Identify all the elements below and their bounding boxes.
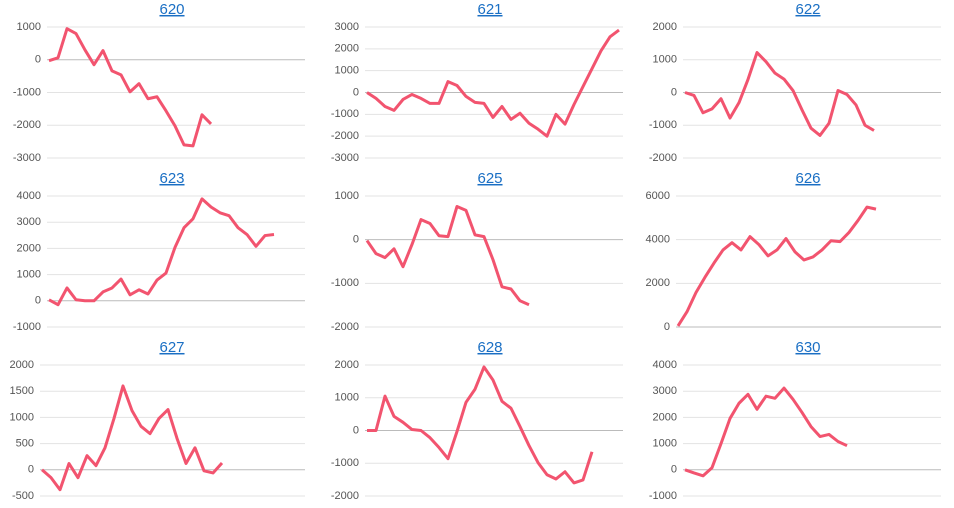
y-tick-label: -2000 [13, 119, 41, 131]
y-tick-label: 6000 [646, 190, 670, 202]
line-series [48, 27, 213, 148]
y-tick-label: -1000 [649, 119, 677, 131]
y-tick-label: -1000 [331, 457, 359, 469]
y-tick-label: 1000 [17, 269, 41, 281]
y-tick-label: -1000 [649, 490, 677, 502]
y-tick-label: -1000 [13, 86, 41, 98]
y-tick-label: -2000 [331, 321, 359, 333]
y-tick-label: -2000 [331, 490, 359, 502]
chart-title[interactable]: 625 [477, 170, 502, 187]
y-tick-label: -2000 [649, 152, 677, 164]
y-tick-label: -1000 [331, 277, 359, 289]
y-tick-label: 2000 [335, 43, 359, 55]
y-tick-label: 1000 [17, 21, 41, 33]
y-tick-label: 0 [35, 54, 41, 66]
y-tick-label: 2000 [646, 277, 670, 289]
y-tick-label: 2000 [10, 359, 34, 371]
line-series [676, 205, 877, 327]
y-tick-label: 0 [664, 321, 670, 333]
chart-title[interactable]: 620 [159, 1, 184, 18]
y-tick-label: 1000 [653, 438, 677, 450]
y-tick-label: 4000 [653, 359, 677, 371]
y-tick-label: 0 [35, 295, 41, 307]
y-tick-label: 0 [353, 424, 359, 436]
line-series [684, 51, 875, 137]
y-tick-label: 2000 [335, 359, 359, 371]
y-tick-label: -1000 [331, 108, 359, 120]
line-series [684, 386, 848, 478]
y-tick-label: 4000 [646, 234, 670, 246]
y-tick-label: -500 [12, 490, 34, 502]
chart-title[interactable]: 627 [159, 339, 184, 356]
y-tick-label: -3000 [331, 152, 359, 164]
y-tick-label: 0 [353, 234, 359, 246]
y-tick-label: 1000 [653, 54, 677, 66]
line-series [367, 365, 594, 485]
y-tick-label: 1000 [335, 190, 359, 202]
chart-title[interactable]: 630 [795, 339, 820, 356]
chart-title[interactable]: 626 [795, 170, 820, 187]
chart-title[interactable]: 622 [795, 1, 820, 18]
y-tick-label: 2000 [653, 411, 677, 423]
line-series [366, 28, 620, 138]
y-tick-label: 0 [353, 86, 359, 98]
line-series [41, 384, 224, 492]
chart-title[interactable]: 623 [159, 170, 184, 187]
y-tick-label: 0 [28, 464, 34, 476]
chart-title[interactable]: 628 [477, 339, 502, 356]
line-series [48, 197, 275, 307]
y-tick-label: 2000 [17, 242, 41, 254]
y-tick-label: 3000 [653, 385, 677, 397]
y-tick-label: 500 [16, 438, 34, 450]
chart-title[interactable]: 621 [477, 1, 502, 18]
y-tick-label: 3000 [17, 216, 41, 228]
y-tick-label: 2000 [653, 21, 677, 33]
y-tick-label: 4000 [17, 190, 41, 202]
line-series [365, 204, 530, 307]
y-tick-label: 0 [671, 464, 677, 476]
y-tick-label: -3000 [13, 152, 41, 164]
y-tick-label: 1500 [10, 385, 34, 397]
y-tick-label: -2000 [331, 130, 359, 142]
y-tick-label: 1000 [335, 65, 359, 77]
y-tick-label: 1000 [10, 411, 34, 423]
y-tick-label: 0 [671, 86, 677, 98]
y-tick-label: -1000 [13, 321, 41, 333]
y-tick-label: 3000 [335, 21, 359, 33]
y-tick-label: 1000 [335, 392, 359, 404]
